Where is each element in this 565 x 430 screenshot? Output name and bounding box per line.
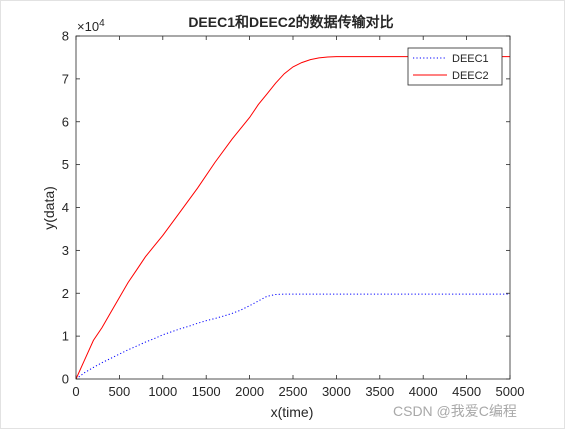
x-tick-label: 1500 bbox=[192, 384, 221, 399]
y-tick-label: 6 bbox=[62, 114, 69, 129]
legend-box bbox=[407, 47, 503, 86]
y-exponent-base: ×10 bbox=[77, 19, 99, 34]
y-tick-label: 1 bbox=[62, 329, 69, 344]
y-exponent-power: 4 bbox=[99, 18, 105, 29]
x-tick-label: 1000 bbox=[148, 384, 177, 399]
x-tick-label: 5000 bbox=[496, 384, 525, 399]
y-tick-label: 8 bbox=[62, 29, 69, 44]
series-line-deec1 bbox=[75, 293, 510, 380]
chart-title: DEEC1和DEEC2的数据传输对比 bbox=[188, 14, 393, 30]
legend-label-deec1: DEEC1 bbox=[452, 53, 489, 65]
x-tick-label: 2500 bbox=[279, 384, 308, 399]
y-tick-label: 2 bbox=[62, 286, 69, 301]
x-tick-label: 2000 bbox=[235, 384, 264, 399]
y-tick-label: 5 bbox=[62, 157, 69, 172]
y-tick-label: 7 bbox=[62, 71, 69, 86]
x-tick-label: 4000 bbox=[409, 384, 438, 399]
y-axis-label: y(data) bbox=[41, 186, 57, 230]
x-tick-label: 3000 bbox=[322, 384, 351, 399]
y-tick-label: 0 bbox=[62, 372, 69, 387]
legend-label-deec2: DEEC2 bbox=[452, 70, 489, 82]
x-tick-label: 500 bbox=[109, 384, 131, 399]
y-tick-label: 3 bbox=[62, 243, 69, 258]
legend: DEEC1 DEEC2 bbox=[407, 47, 503, 86]
x-axis-label: x(time) bbox=[271, 404, 314, 420]
series-line-deec2 bbox=[75, 56, 510, 380]
y-exponent-label: ×104 bbox=[77, 18, 105, 34]
x-tick-label: 4500 bbox=[452, 384, 481, 399]
axes-layer: 0 500 1000 1500 2000 2500 3000 3500 4000 4500 5000… bbox=[62, 29, 525, 400]
plot-area bbox=[76, 36, 510, 379]
y-tick-label: 4 bbox=[62, 200, 69, 215]
watermark: CSDN @我爱C编程 bbox=[393, 403, 517, 419]
x-tick-label: 3500 bbox=[365, 384, 394, 399]
series-layer bbox=[75, 56, 510, 380]
x-tick-label: 0 bbox=[72, 384, 79, 399]
